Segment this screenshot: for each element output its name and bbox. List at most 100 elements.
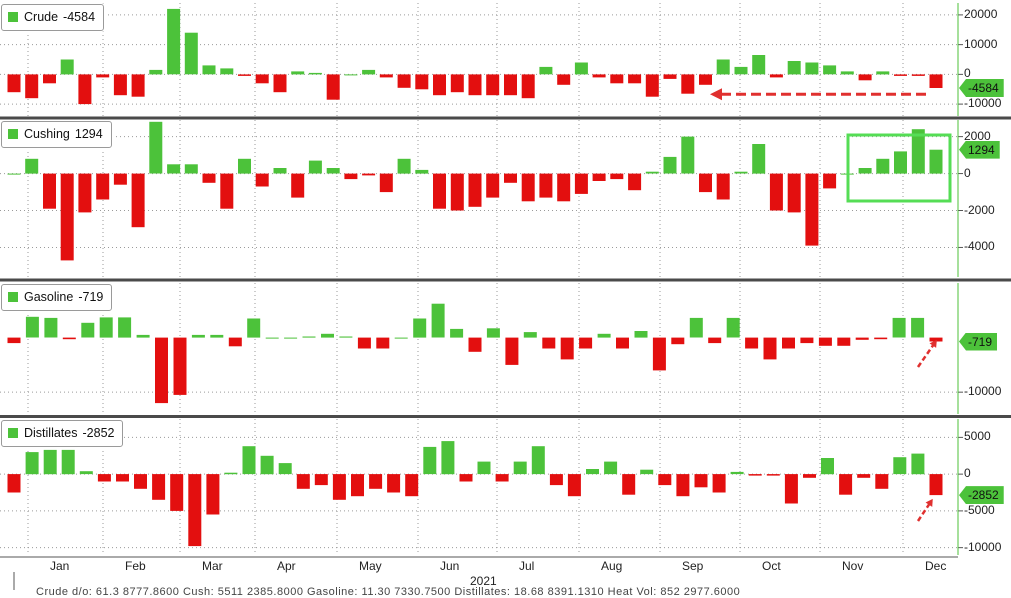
x-axis-month-label: Nov bbox=[842, 559, 864, 573]
bar-crude bbox=[734, 66, 748, 75]
bar-crude bbox=[699, 74, 712, 85]
bar-distillates bbox=[604, 461, 618, 475]
bar-crude bbox=[840, 71, 854, 75]
bar-crude bbox=[362, 69, 376, 75]
bar-distillates bbox=[7, 474, 21, 493]
bar-gasoline bbox=[155, 337, 168, 404]
bar-cushing bbox=[43, 173, 56, 209]
bar-crude bbox=[468, 74, 482, 96]
bar-gasoline bbox=[837, 337, 851, 346]
x-axis-month-label: Apr bbox=[277, 559, 296, 573]
bar-gasoline bbox=[7, 337, 21, 344]
bar-gasoline bbox=[542, 337, 556, 349]
bar-cushing bbox=[645, 171, 659, 174]
bar-cushing bbox=[326, 168, 340, 174]
bar-crude bbox=[326, 74, 340, 100]
bar-cushing bbox=[521, 173, 535, 202]
bar-distillates bbox=[314, 474, 328, 486]
bar-gasoline bbox=[579, 337, 593, 349]
bar-gasoline bbox=[357, 337, 371, 349]
bar-cushing bbox=[574, 173, 588, 194]
bar-cushing bbox=[787, 173, 801, 213]
bar-gasoline bbox=[44, 317, 58, 338]
bar-crude bbox=[716, 59, 730, 75]
bar-gasoline bbox=[782, 337, 795, 349]
bar-distillates bbox=[748, 474, 762, 476]
bar-cushing bbox=[96, 173, 110, 200]
bar-distillates bbox=[459, 474, 473, 482]
bar-distillates bbox=[730, 471, 744, 475]
bar-crude bbox=[823, 65, 837, 75]
y-tick-label: 0 bbox=[964, 466, 971, 481]
last-value-tag: -2852 bbox=[959, 486, 1004, 505]
bar-cushing bbox=[752, 144, 766, 174]
bar-gasoline bbox=[911, 317, 925, 338]
bar-cushing bbox=[894, 151, 907, 174]
bar-gasoline bbox=[726, 317, 740, 338]
bar-distillates bbox=[332, 474, 346, 500]
legend-series-name: Crude bbox=[24, 10, 59, 24]
bar-gasoline bbox=[99, 317, 113, 338]
bar-gasoline bbox=[597, 333, 611, 338]
bar-crude bbox=[96, 74, 110, 78]
bar-distillates bbox=[766, 474, 780, 476]
bar-gasoline bbox=[874, 337, 888, 340]
bar-distillates bbox=[694, 474, 708, 488]
bar-cushing bbox=[308, 160, 322, 174]
y-tick-label: -4000 bbox=[964, 239, 995, 254]
bar-gasoline bbox=[671, 337, 685, 345]
x-axis-month-label: Jun bbox=[440, 559, 460, 573]
bar-distillates bbox=[369, 474, 383, 489]
bar-distillates bbox=[405, 474, 419, 497]
bar-crude bbox=[131, 74, 145, 97]
bar-distillates bbox=[821, 458, 834, 475]
last-value-tag: -4584 bbox=[959, 78, 1004, 97]
bar-cushing bbox=[149, 121, 163, 174]
legend-crude: Crude -4584 bbox=[1, 4, 105, 31]
bar-distillates bbox=[477, 461, 491, 475]
bar-cushing bbox=[539, 173, 553, 198]
bar-gasoline bbox=[136, 334, 150, 338]
bar-cushing bbox=[769, 173, 783, 211]
bar-crude bbox=[238, 74, 251, 76]
bar-cushing bbox=[450, 173, 464, 211]
x-axis-month-label: Jan bbox=[50, 559, 70, 573]
bar-crude bbox=[911, 74, 925, 76]
bar-gasoline bbox=[81, 322, 95, 338]
bar-cushing bbox=[858, 168, 872, 174]
bar-distillates bbox=[567, 474, 581, 497]
bar-distillates bbox=[622, 474, 636, 495]
bar-cushing bbox=[929, 149, 943, 174]
bar-crude bbox=[574, 62, 588, 75]
bar-crude bbox=[273, 74, 287, 93]
annotation-small-arrow-head bbox=[925, 498, 933, 507]
bar-crude bbox=[43, 74, 56, 84]
bar-gasoline bbox=[763, 337, 777, 360]
x-axis-month-label: Feb bbox=[125, 559, 146, 573]
bar-crude bbox=[78, 74, 92, 105]
last-value-tag: 1294 bbox=[959, 140, 1000, 159]
bar-crude bbox=[167, 8, 181, 75]
bar-cushing bbox=[184, 164, 198, 174]
bar-crude bbox=[308, 72, 322, 75]
bar-distillates bbox=[875, 474, 889, 489]
bar-distillates bbox=[893, 457, 907, 475]
bar-distillates bbox=[116, 474, 129, 482]
bar-cushing bbox=[78, 173, 92, 213]
bar-cushing bbox=[628, 173, 642, 191]
bar-crude bbox=[184, 32, 198, 75]
bar-distillates bbox=[387, 474, 401, 493]
bar-gasoline bbox=[634, 331, 648, 338]
bar-gasoline bbox=[431, 303, 445, 338]
bar-cushing bbox=[504, 173, 517, 183]
bar-distillates bbox=[170, 474, 184, 511]
annotation-small-arrow bbox=[916, 343, 936, 368]
bar-crude bbox=[610, 74, 624, 84]
bar-crude bbox=[858, 74, 872, 81]
annotation-arrow-head bbox=[710, 88, 722, 101]
y-tick-label: 2000 bbox=[964, 128, 991, 143]
legend-cushing: Cushing 1294 bbox=[1, 121, 112, 148]
bar-crude bbox=[450, 74, 464, 93]
bar-distillates bbox=[97, 474, 111, 482]
